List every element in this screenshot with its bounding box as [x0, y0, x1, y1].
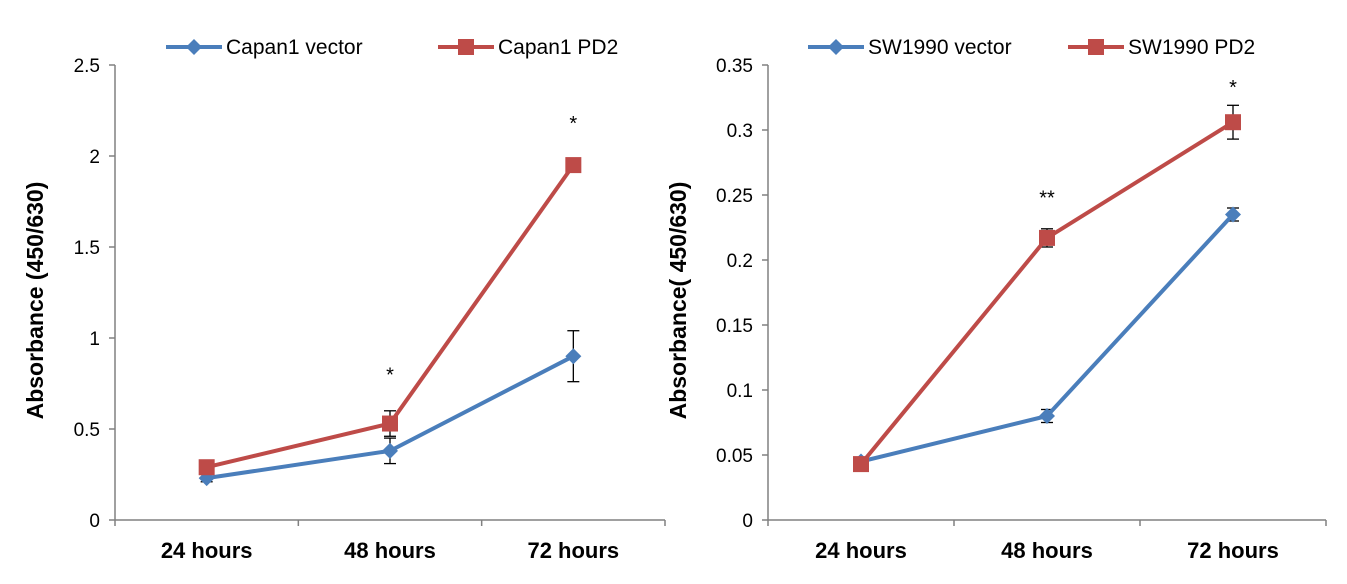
data-point-square [1225, 114, 1241, 131]
legend-label: Capan1 PD2 [498, 36, 618, 59]
y-tick-label: 1.5 [74, 238, 100, 259]
x-tick-label: 72 hours [1187, 538, 1279, 563]
y-axis-title: Absorbance( 450/630) [665, 182, 691, 420]
legend-marker [1088, 39, 1104, 55]
y-axis-title: Absorbance (450/630) [22, 182, 48, 420]
x-tick-label: 48 hours [344, 538, 436, 563]
y-tick-label: 0.2 [727, 251, 753, 272]
y-tick-label: 0.3 [727, 121, 753, 142]
significance-marker: * [386, 364, 394, 386]
y-tick-label: 0 [89, 511, 100, 532]
y-tick-label: 0.05 [716, 446, 753, 467]
y-tick-label: 2 [89, 147, 100, 168]
legend-marker [828, 39, 844, 55]
data-point-diamond [1039, 408, 1055, 424]
series-line-0 [860, 213, 1235, 464]
significance-marker: * [1229, 77, 1237, 99]
x-tick-label: 24 hours [161, 538, 253, 563]
data-point-square [198, 459, 215, 476]
y-tick-label: 0.15 [716, 316, 753, 337]
data-point-square [565, 157, 582, 174]
x-tick-label: 72 hours [527, 538, 619, 563]
data-point-diamond [1225, 206, 1241, 223]
y-tick-label: 0 [742, 511, 753, 532]
legend-label: SW1990 vector [868, 36, 1012, 59]
capan1-chart: 0 0.5 1 1.5 2 2.5 24 hours 48 hours 72 hours Abso… [22, 36, 666, 563]
significance-marker: ** [1039, 188, 1055, 210]
y-tick-label: 0.1 [727, 381, 753, 402]
legend-marker [186, 39, 202, 55]
legend-label: SW1990 PD2 [1128, 36, 1255, 59]
y-tick-label: 0.25 [716, 186, 753, 207]
legend-label: Capan1 vector [226, 36, 363, 59]
y-tick-label: 2.5 [74, 56, 100, 77]
data-point-square [1039, 229, 1055, 246]
significance-marker: * [569, 113, 577, 135]
data-point-square [382, 415, 398, 432]
data-point-diamond [382, 442, 398, 459]
x-tick-label: 48 hours [1001, 538, 1093, 563]
x-tick-label: 24 hours [815, 538, 907, 563]
sw1990-chart: 0 0.05 0.1 0.15 0.2 0.25 0.3 0.35 24 hours 48 hou… [665, 36, 1327, 563]
y-tick-label: 0.5 [74, 420, 100, 441]
y-tick-label: 0.35 [716, 56, 753, 77]
legend-marker [458, 39, 474, 55]
data-point-square [853, 456, 869, 473]
y-tick-label: 1 [89, 329, 100, 350]
data-point-diamond [565, 348, 582, 365]
